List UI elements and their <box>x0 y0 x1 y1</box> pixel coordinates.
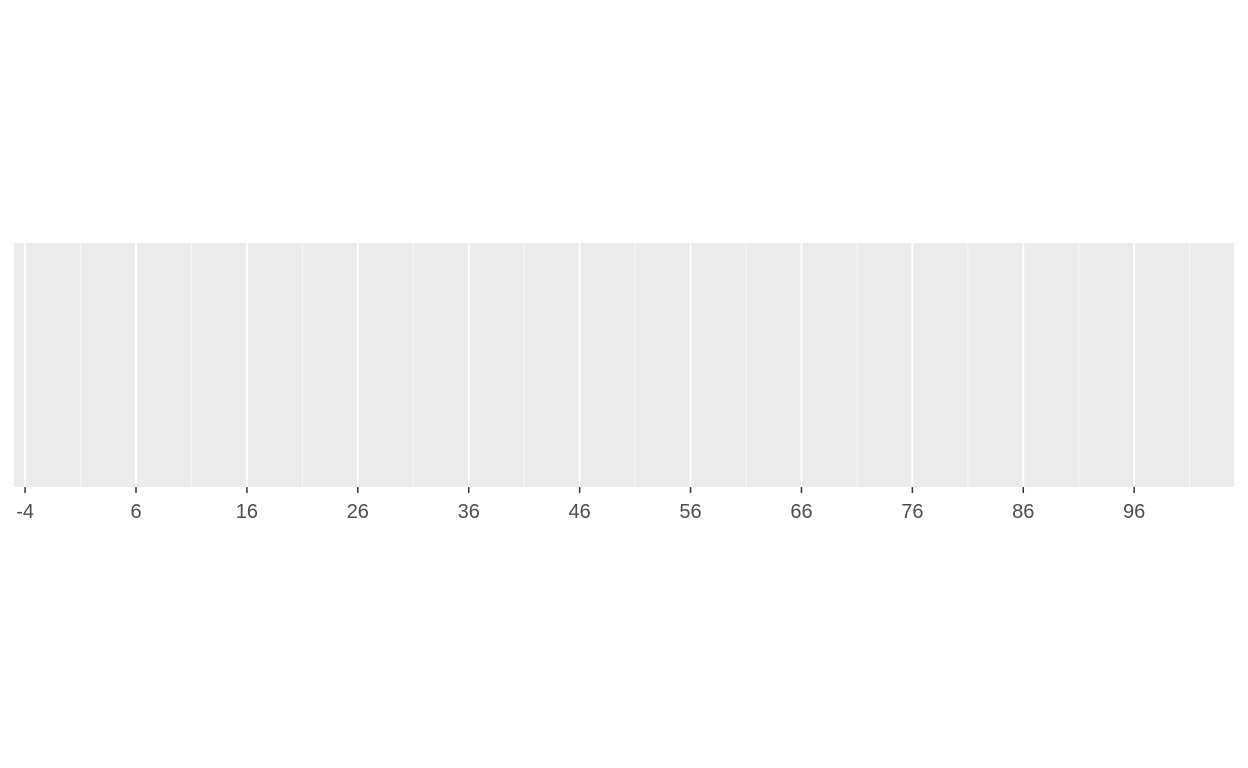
x-axis: -4 6 16 26 36 46 56 66 76 86 96 <box>16 487 1145 523</box>
x-tick-label: 96 <box>1123 501 1145 523</box>
x-tick-label: 86 <box>1012 501 1034 523</box>
x-tick-label: 36 <box>458 501 480 523</box>
x-tick-label: 26 <box>347 501 369 523</box>
x-tick-label: 66 <box>790 501 812 523</box>
x-tick-label: 6 <box>130 501 141 523</box>
x-tick-label: 16 <box>236 501 258 523</box>
minor-grid <box>80 243 1191 487</box>
x-tick-label: 46 <box>569 501 591 523</box>
major-grid <box>24 243 1136 487</box>
x-tick-label: 76 <box>901 501 923 523</box>
plot-panel <box>14 243 1234 487</box>
x-tick-label: -4 <box>16 501 34 523</box>
x-tick-label: 56 <box>679 501 701 523</box>
